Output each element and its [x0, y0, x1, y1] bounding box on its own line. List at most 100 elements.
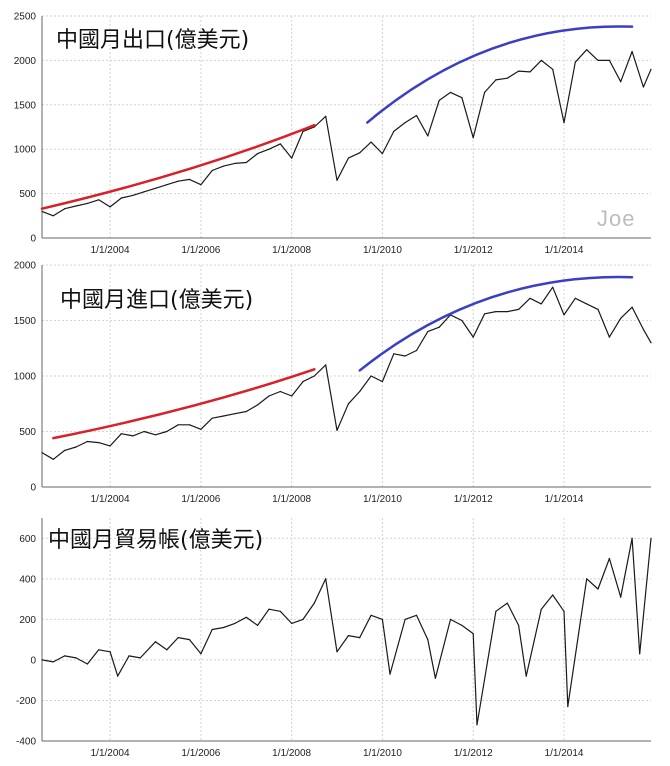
trade-balance-data-point [586, 578, 588, 580]
trade-balance-series-line [41, 537, 652, 726]
import-data-point [506, 311, 508, 313]
import-data-point [188, 424, 191, 426]
import-data-point [143, 430, 145, 433]
import-data-point [552, 286, 554, 288]
export-y-tick-label: 0 [30, 234, 36, 245]
trade-balance-data-point [650, 537, 652, 539]
import-data-point [291, 395, 293, 397]
import-data-point [631, 306, 633, 308]
trade-balance-data-point [567, 705, 569, 708]
export-data-point [291, 157, 293, 159]
export-data-point [608, 59, 611, 62]
import-data-point [245, 410, 247, 413]
import-data-point [154, 434, 157, 436]
trade-balance-data-point [234, 622, 236, 625]
export-data-point [347, 157, 349, 159]
import-data-point [370, 375, 372, 377]
export-x-tick-label: 1/1/2014 [545, 245, 584, 256]
export-data-point [650, 68, 652, 70]
trade-balance-x-tick-label: 1/1/2012 [454, 748, 493, 759]
import-data-point [166, 430, 168, 433]
trade-balance-x-tick-label: 1/1/2014 [545, 748, 584, 759]
import-y-tick-label: 500 [19, 427, 36, 438]
trade-balance-data-point [434, 677, 436, 679]
import-data-point [64, 449, 66, 451]
trade-balance-data-point [472, 633, 474, 635]
import-data-point [279, 390, 281, 393]
import-data-point [177, 424, 179, 426]
export-data-point [166, 184, 168, 186]
export-data-point [325, 115, 327, 117]
trade-balance-data-point [347, 635, 349, 637]
export-data-point [245, 161, 247, 164]
import-chart-title: 中國月進口(億美元) [60, 288, 254, 313]
trade-balance-data-point [563, 610, 565, 612]
export-data-point [98, 199, 100, 201]
export-data-point [449, 91, 452, 93]
import-data-point [325, 364, 327, 366]
export-x-tick-label: 1/1/2012 [454, 245, 493, 256]
export-data-point [415, 114, 418, 117]
export-data-point [177, 180, 179, 182]
export-data-point [597, 59, 599, 62]
export-data-point [495, 79, 497, 81]
import-data-point [75, 446, 77, 448]
import-data-point [132, 435, 134, 437]
trade-balance-data-point [188, 639, 191, 641]
export-data-point [518, 70, 520, 72]
import-data-point [336, 429, 338, 431]
trade-balance-data-point [381, 618, 383, 621]
trade-balance-data-point [389, 673, 391, 675]
import-red-trend-line [52, 368, 316, 440]
export-y-tick-label: 1500 [14, 100, 37, 111]
export-series-line [41, 49, 652, 217]
import-y-tick-label: 1500 [14, 316, 37, 327]
export-red-trend-line [40, 123, 316, 210]
export-data-point [211, 169, 213, 172]
export-data-point [529, 71, 531, 73]
export-data-point [257, 153, 259, 155]
export-x-tick-label: 1/1/2008 [272, 245, 311, 256]
import-data-point [302, 381, 304, 383]
import-data-point [484, 313, 486, 315]
trade-balance-data-point [223, 626, 225, 629]
export-data-point [75, 205, 77, 207]
export-y-tick-label: 1000 [14, 145, 37, 156]
trade-balance-data-point [495, 610, 497, 612]
export-data-point [143, 191, 145, 193]
trade-balance-data-point [370, 614, 372, 616]
import-data-point [359, 390, 361, 393]
trade-balance-data-point [525, 675, 527, 677]
trade-balance-data-point [291, 622, 293, 625]
export-x-tick-label: 1/1/2004 [91, 245, 130, 256]
export-data-point [563, 122, 565, 124]
import-data-point [620, 317, 622, 319]
export-data-point [120, 197, 122, 199]
export-data-point [64, 208, 66, 210]
import-x-tick-label: 1/1/2008 [272, 494, 311, 505]
import-data-point [109, 445, 111, 447]
import-data-point [518, 308, 520, 310]
import-data-point [438, 326, 440, 328]
import-data-point [223, 415, 225, 417]
trade-balance-data-point [336, 651, 338, 653]
import-data-point [597, 308, 599, 310]
export-y-tick-label: 2500 [14, 12, 37, 23]
export-data-point [234, 162, 236, 164]
import-x-tick-label: 1/1/2004 [91, 494, 130, 505]
trade-balance-data-point [359, 637, 361, 639]
import-x-tick-label: 1/1/2012 [454, 494, 493, 505]
export-data-point [336, 179, 338, 181]
export-data-point [370, 141, 372, 143]
export-y-tick-label: 2000 [14, 56, 37, 67]
trade-balance-data-point [325, 578, 327, 580]
export-y-tick-label: 500 [19, 189, 36, 200]
trade-balance-data-point [506, 602, 508, 604]
export-x-tick-label: 1/1/2010 [363, 245, 402, 256]
trade-balance-data-point [313, 602, 315, 604]
export-data-point [506, 77, 508, 79]
trade-balance-data-point [631, 537, 633, 539]
export-chart-title: 中國月出口(億美元) [56, 28, 250, 53]
export-data-point [268, 148, 270, 150]
